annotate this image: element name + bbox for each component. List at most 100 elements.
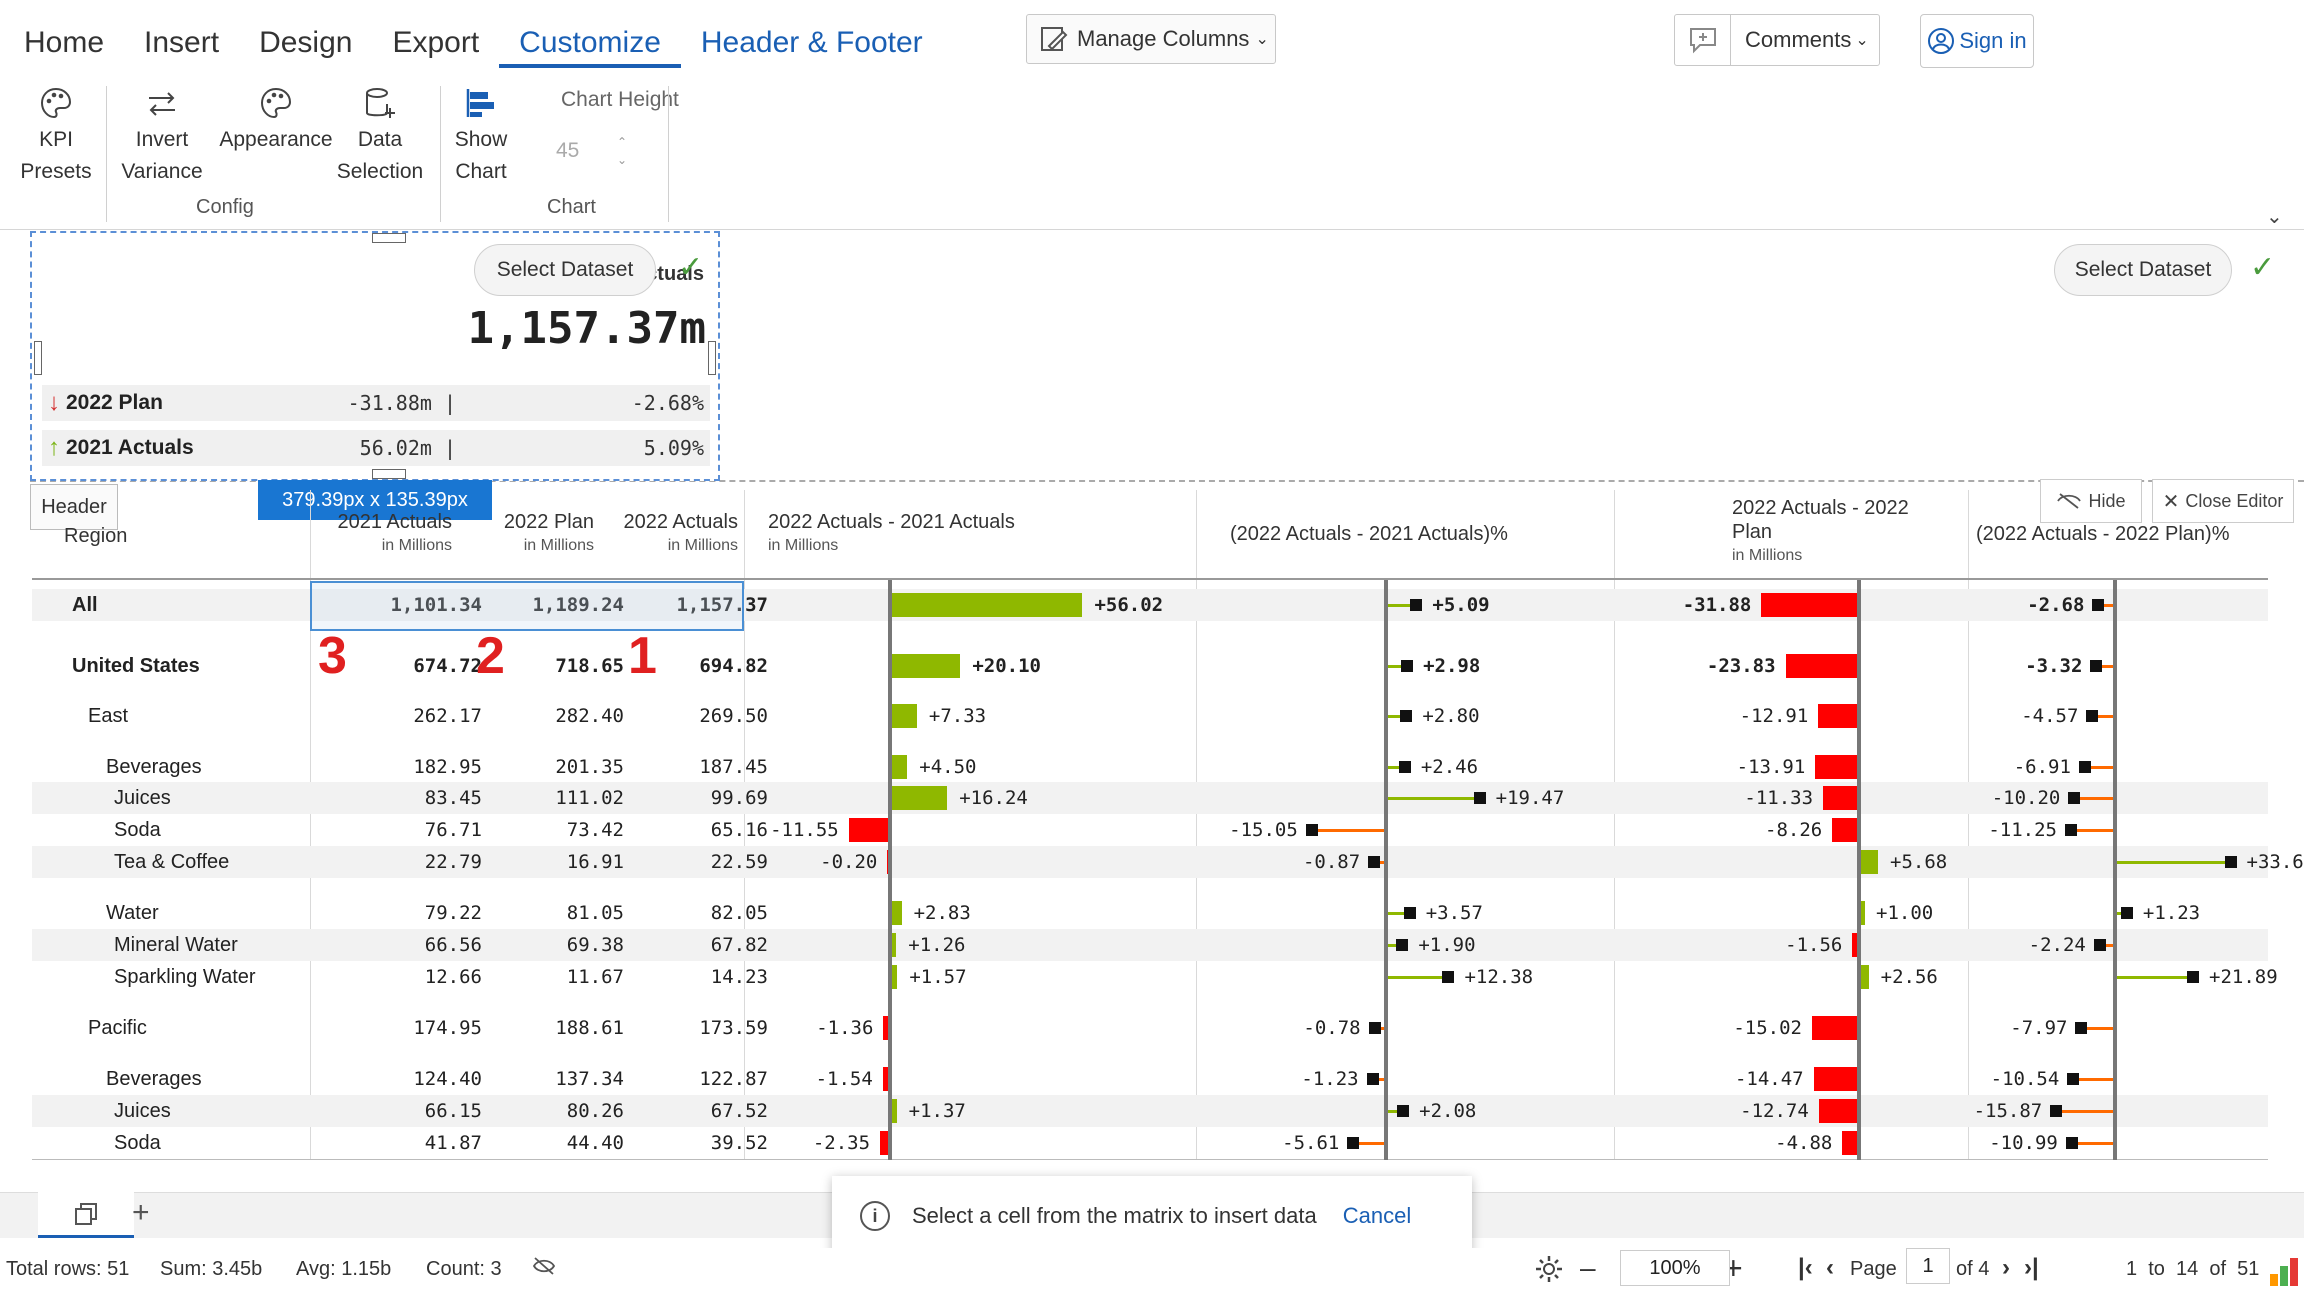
cell-p22[interactable]: 44.40 [566, 1132, 624, 1154]
cell-a22[interactable]: 187.45 [699, 756, 768, 778]
variance-bar[interactable] [1813, 1067, 1857, 1091]
cell-a22[interactable]: 173.59 [699, 1017, 768, 1039]
table-row[interactable]: Beverages 124.40 137.34 122.87 [32, 1063, 2268, 1095]
cell-p22[interactable]: 69.38 [566, 934, 624, 956]
header-region[interactable]: Region [64, 525, 128, 547]
sheet-tab[interactable] [38, 1192, 134, 1238]
cell-p22[interactable]: 81.05 [566, 902, 624, 924]
cell-a21[interactable]: 76.71 [424, 819, 482, 841]
data-selection-button[interactable]: Data Selection [332, 86, 428, 188]
cell-a22[interactable]: 122.87 [699, 1068, 768, 1090]
prev-page-icon[interactable]: ‹ [1826, 1254, 1834, 1281]
cell-a22[interactable]: 269.50 [699, 705, 768, 727]
invert-variance-button[interactable]: Invert Variance [116, 86, 208, 188]
cell-p22[interactable]: 201.35 [555, 756, 624, 778]
gear-icon[interactable] [1534, 1254, 1564, 1290]
cell-p22[interactable]: 11.67 [566, 966, 624, 988]
variance-marker[interactable] [2090, 660, 2103, 672]
variance-marker[interactable] [2078, 761, 2091, 773]
variance-marker[interactable] [1347, 1137, 1360, 1149]
row-label[interactable]: East [88, 705, 129, 727]
variance-bar[interactable] [1761, 593, 1857, 617]
tab-export[interactable]: Export [392, 26, 480, 59]
cell-a21[interactable]: 262.17 [413, 705, 482, 727]
tab-insert[interactable]: Insert [144, 26, 220, 59]
table-row[interactable]: Mineral Water 66.56 69.38 67.82 [32, 929, 2268, 961]
cell-a22[interactable]: 39.52 [710, 1132, 768, 1154]
cell-a21[interactable]: 674.72 [413, 655, 482, 677]
variance-pin[interactable] [1380, 1027, 1384, 1030]
variance-bar[interactable] [1852, 933, 1857, 957]
row-label[interactable]: Sparkling Water [114, 966, 256, 988]
variance-bar[interactable] [1815, 755, 1857, 779]
row-label[interactable]: All [72, 594, 98, 616]
row-label[interactable]: Beverages [106, 756, 202, 778]
cell-a21[interactable]: 174.95 [413, 1017, 482, 1039]
cell-a21[interactable]: 83.45 [424, 787, 482, 809]
variance-bar[interactable] [892, 755, 908, 779]
variance-pin[interactable] [2098, 715, 2113, 718]
table-row[interactable]: Juices 83.45 111.02 99.69 [32, 782, 2268, 814]
variance-bar[interactable] [892, 901, 902, 925]
tab-home[interactable]: Home [24, 26, 105, 59]
variance-bar[interactable] [1832, 818, 1857, 842]
variance-marker[interactable] [1403, 907, 1416, 919]
variance-marker[interactable] [2187, 971, 2200, 983]
cell-a22[interactable]: 694.82 [699, 655, 768, 677]
variance-pin[interactable] [1317, 829, 1384, 832]
variance-marker[interactable] [2086, 710, 2099, 722]
variance-pin[interactable] [2062, 1110, 2113, 1113]
cell-p22[interactable]: 111.02 [555, 787, 624, 809]
row-label[interactable]: United States [72, 655, 200, 677]
variance-pin[interactable] [2079, 1078, 2113, 1081]
cell-a21[interactable]: 22.79 [424, 851, 482, 873]
row-label[interactable]: Beverages [106, 1068, 202, 1090]
row-label[interactable]: Mineral Water [114, 934, 238, 956]
variance-bar[interactable] [848, 818, 888, 842]
variance-pin[interactable] [1378, 1078, 1384, 1081]
select-dataset-button[interactable]: Select Dataset [2054, 244, 2232, 296]
cell-a22[interactable]: 14.23 [710, 966, 768, 988]
cell-a22[interactable]: 65.16 [710, 819, 768, 841]
cell-a22[interactable]: 67.52 [710, 1100, 768, 1122]
variance-bar[interactable] [892, 933, 897, 957]
variance-bar[interactable] [1842, 1131, 1857, 1155]
variance-pin[interactable] [2090, 766, 2113, 769]
row-label[interactable]: Water [106, 902, 159, 924]
variance-pin[interactable] [1388, 912, 1404, 915]
resize-handle-right[interactable] [708, 341, 716, 375]
variance-marker[interactable] [1398, 761, 1411, 773]
table-row[interactable]: All 1,101.34 1,189.24 1,157.37 [32, 589, 2268, 621]
row-label[interactable]: Soda [114, 819, 161, 841]
variance-pin[interactable] [2077, 1142, 2113, 1145]
variance-marker[interactable] [2075, 1022, 2088, 1034]
kpi-presets-button[interactable]: KPI Presets [16, 86, 96, 188]
cell-a21[interactable]: 79.22 [424, 902, 482, 924]
variance-bar[interactable] [892, 786, 948, 810]
cell-p22[interactable]: 80.26 [566, 1100, 624, 1122]
variance-marker[interactable] [1401, 660, 1414, 672]
variance-pin[interactable] [2077, 829, 2113, 832]
first-page-icon[interactable]: |‹ [1798, 1254, 1813, 1281]
variance-marker[interactable] [2067, 1073, 2080, 1085]
variance-marker[interactable] [1410, 599, 1423, 611]
variance-bar[interactable] [892, 1099, 897, 1123]
variance-pin[interactable] [2104, 604, 2113, 607]
variance-bar[interactable] [1861, 965, 1869, 989]
table-row[interactable]: Soda 41.87 44.40 39.52 [32, 1127, 2268, 1159]
header-plan-variance-pct[interactable]: (2022 Actuals - 2022 Plan)% [1976, 523, 2230, 545]
variance-bar[interactable] [1861, 901, 1865, 925]
cancel-link[interactable]: Cancel [1342, 1203, 1412, 1228]
collapse-ribbon-icon[interactable]: ⌄ [2266, 206, 2283, 228]
table-row[interactable]: Beverages 182.95 201.35 187.45 [32, 751, 2268, 783]
variance-pin[interactable] [2087, 1027, 2113, 1030]
cell-a22[interactable]: 82.05 [710, 902, 768, 924]
variance-marker[interactable] [1368, 1022, 1381, 1034]
eye-hidden-icon[interactable] [532, 1256, 556, 1282]
cell-p22[interactable]: 718.65 [555, 655, 624, 677]
variance-pin[interactable] [1388, 797, 1474, 800]
variance-bar[interactable] [1818, 1099, 1857, 1123]
row-label[interactable]: Juices [114, 1100, 171, 1122]
variance-marker[interactable] [1397, 1105, 1410, 1117]
show-chart-button[interactable]: Show Chart [448, 86, 514, 188]
